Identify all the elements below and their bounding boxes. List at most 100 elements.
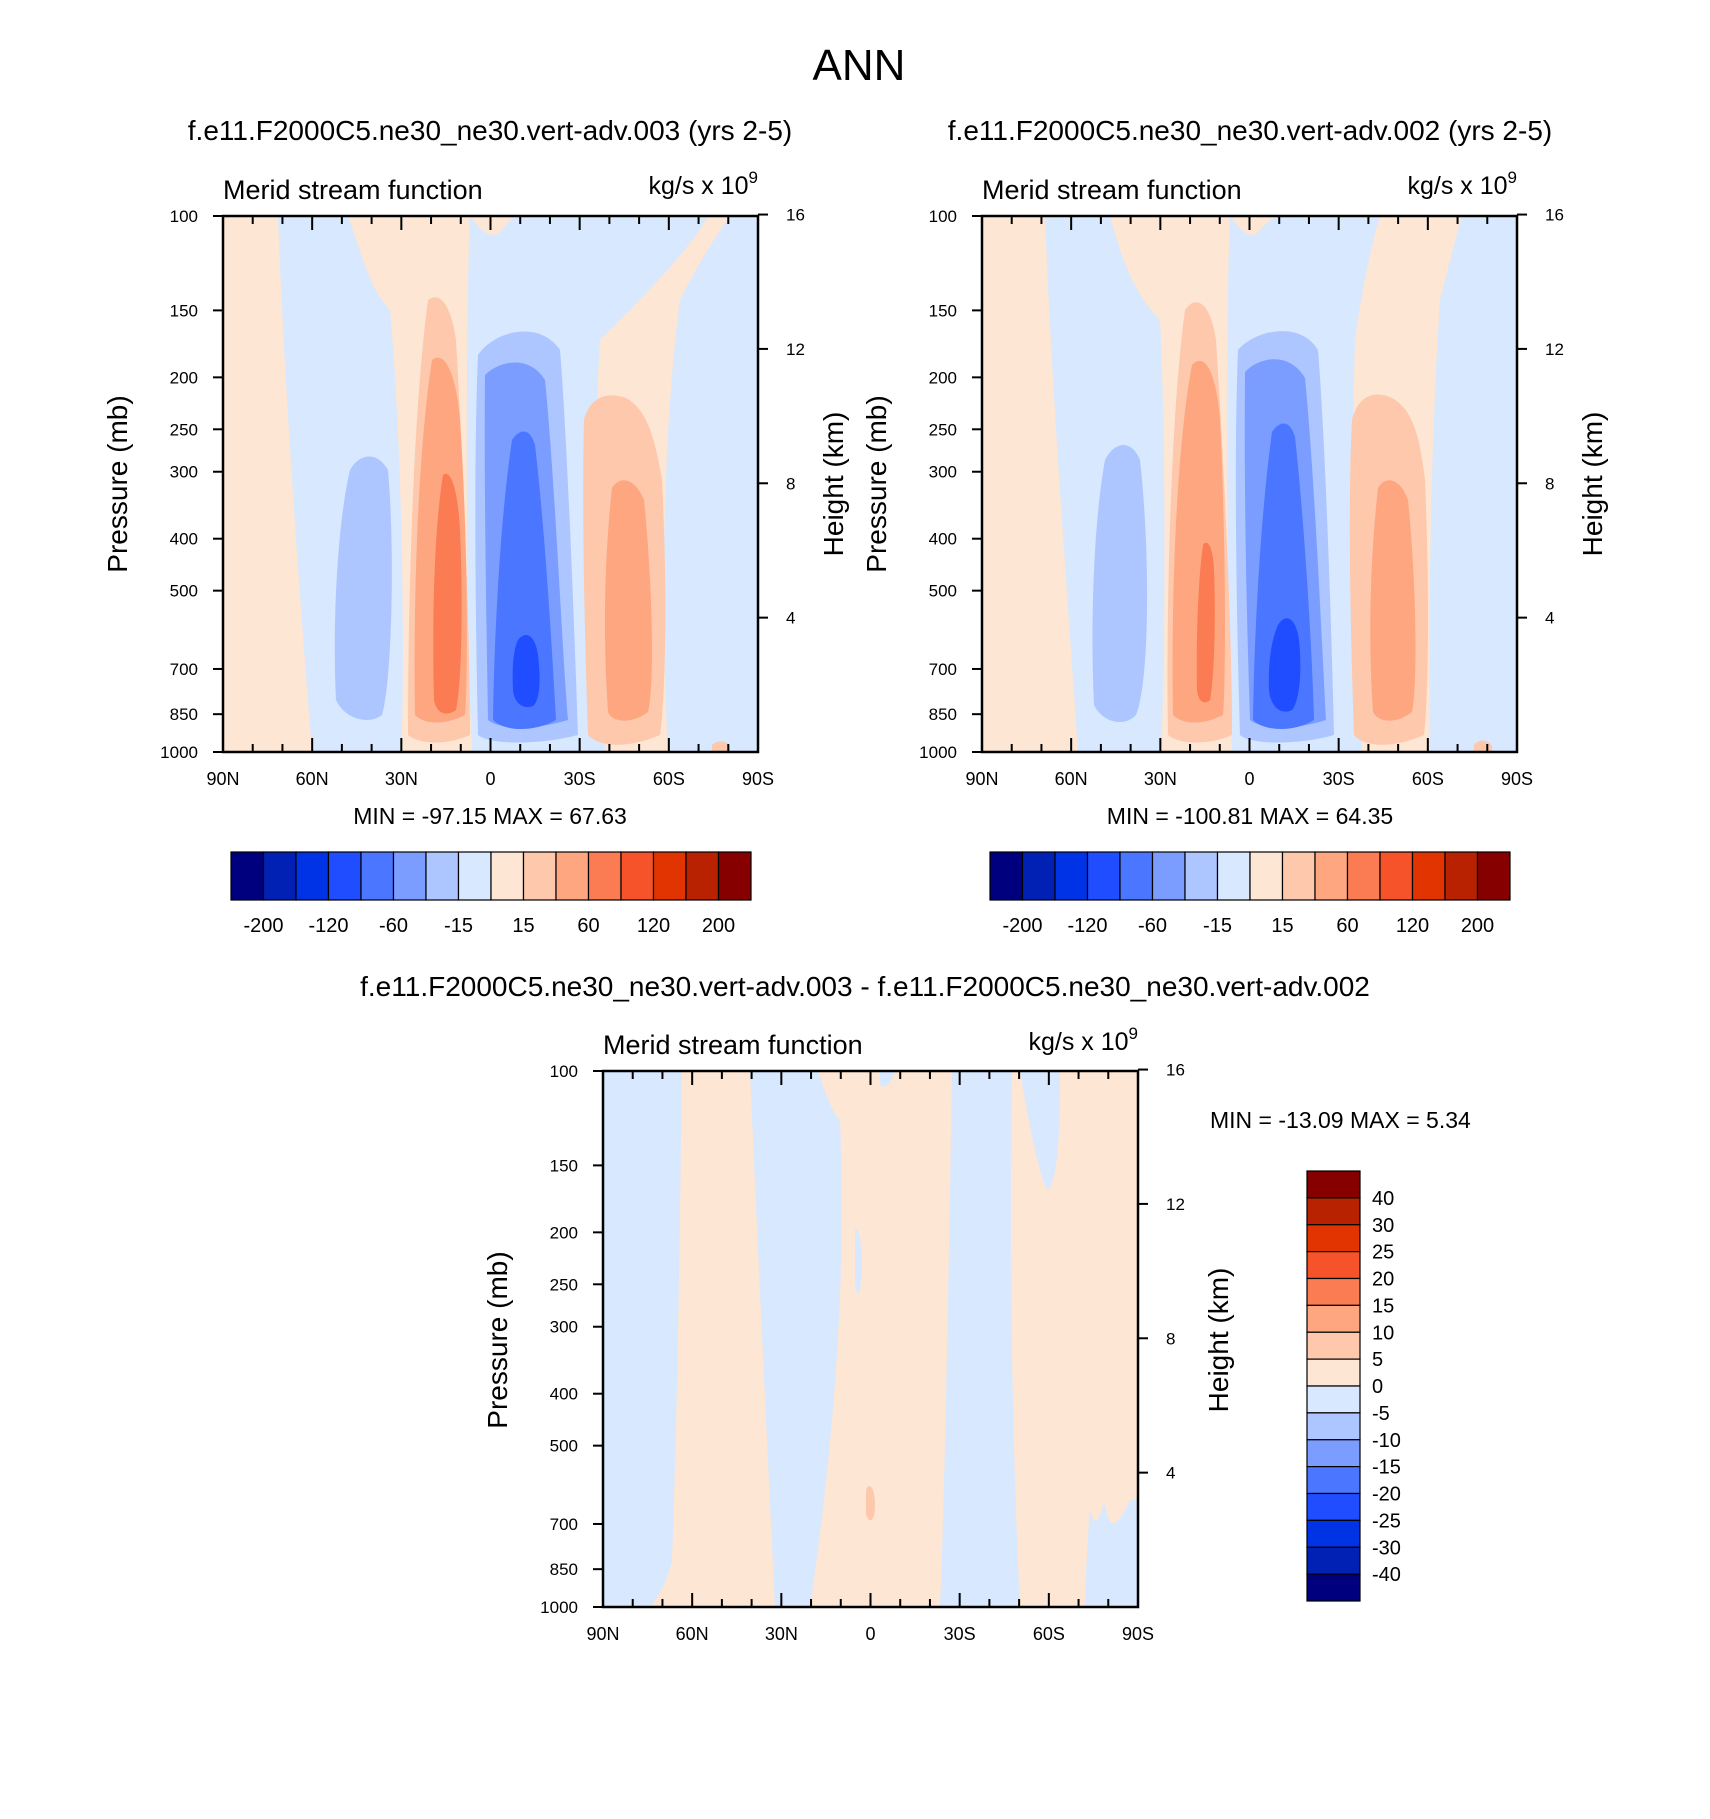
panel-diff-colorbar-label: -10 — [1372, 1430, 1401, 1452]
panel-diff-x-tick-label: 60N — [676, 1624, 709, 1644]
panel-diff-contour-neg-1 — [603, 1071, 682, 1607]
panel-2-colorbar-swatch — [1151, 851, 1186, 901]
panel-diff-y-tick-label: 1000 — [540, 1598, 578, 1617]
panel-1-colorbar: -200 -120 -60 -15 15 60 120 200 — [230, 851, 752, 937]
panel-2-y-ticks-right: 16 12 8 4 — [1517, 206, 1564, 628]
panel-1-y-tick-label: 250 — [170, 420, 198, 439]
panel-2-colorbar-swatch — [1379, 851, 1414, 901]
panel-diff-colorbar: 40 30 25 20 15 10 5 0 -5 -10 -15 -20 -25 -30 -40 — [1306, 1170, 1401, 1602]
panel-diff-x-tick-label: 90S — [1122, 1624, 1154, 1644]
panel-1-colorbar-label: 60 — [577, 915, 599, 937]
panel-1-y-tick-label: 300 — [170, 463, 198, 482]
panel-1-colorbar-swatch — [327, 851, 362, 901]
panel-diff-x-tick-label: 90N — [586, 1624, 619, 1644]
panel-1-colorbar-label: -200 — [243, 915, 283, 937]
panel-1-contour-pos-15-edge — [712, 741, 730, 752]
panel-1-y-ticks-right: 16 12 8 4 — [758, 206, 805, 628]
panel-2-contour-neg-200-core — [1268, 618, 1301, 712]
panel-diff-colorbar-label: 10 — [1372, 1322, 1394, 1344]
panel-1-colorbar-swatch — [522, 851, 557, 901]
panel-1-x-ticks: 90N 60N 30N 0 30S 60S 90S — [206, 216, 774, 789]
panel-2-contours — [982, 216, 1517, 752]
figure-title: ANN — [813, 41, 906, 90]
panel-1-colorbar-swatch — [392, 851, 427, 901]
panel-diff-contour-neg-4 — [940, 1071, 1020, 1607]
panel-diff-colorbar-label: 5 — [1372, 1349, 1383, 1371]
panel-1-colorbar-label: 200 — [702, 915, 735, 937]
panel-diff-colorbar-label: 40 — [1372, 1188, 1394, 1210]
panel-2-colorbar-swatch — [1411, 851, 1446, 901]
panel-1-y-label-right: Height (km) — [818, 412, 849, 557]
panel-2: f.e11.F2000C5.ne30_ne30.vert-adv.002 (yr… — [861, 115, 1608, 937]
panel-diff-colorbar-label: -30 — [1372, 1537, 1401, 1559]
panel-1-colorbar-swatch — [620, 851, 655, 901]
panel-2-y-right-tick-label: 12 — [1545, 340, 1564, 359]
panel-diff-contour-pos-1 — [866, 1485, 875, 1521]
panel-1-contour-neg-200-core — [512, 635, 540, 708]
panel-2-subtitle: Merid stream function — [982, 175, 1242, 205]
panel-2-contour-pos-60-south — [1370, 480, 1416, 721]
panel-2-y-label: Pressure (mb) — [861, 395, 892, 572]
panel-1-colorbar-swatch — [717, 851, 752, 901]
panel-diff-colorbar-label: 25 — [1372, 1242, 1394, 1264]
panel-2-y-tick-label: 400 — [929, 530, 957, 549]
panel-1-y-tick-label: 400 — [170, 530, 198, 549]
panel-2-colorbar: -200 -120 -60 -15 15 60 120 200 — [989, 851, 1511, 937]
panel-1-units-base: kg/s x 10 — [648, 172, 748, 200]
panel-diff-colorbar-label: -15 — [1372, 1457, 1401, 1479]
panel-1-y-right-tick-label: 16 — [786, 206, 805, 225]
panel-2-colorbar-label: 120 — [1396, 915, 1429, 937]
panel-1-x-tick-label: 60S — [653, 769, 685, 789]
panel-diff-colorbar-label: 15 — [1372, 1295, 1394, 1317]
panel-1-y-tick-label: 700 — [170, 660, 198, 679]
panel-diff-y-ticks-right: 16 12 8 4 — [1138, 1061, 1185, 1483]
panel-diff-contours — [603, 1071, 1138, 1607]
panel-diff-y-tick-label: 850 — [550, 1560, 578, 1579]
panel-diff-colorbar-swatch — [1306, 1224, 1361, 1253]
panel-1-y-ticks: 100 150 200 250 300 400 500 700 850 1000 — [160, 207, 223, 762]
panel-2-colorbar-label: 60 — [1336, 915, 1358, 937]
panel-diff-contour-neg-5 — [1020, 1071, 1060, 1190]
panel-1-colorbar-label: 15 — [512, 915, 534, 937]
panel-2-colorbar-swatch — [1184, 851, 1219, 901]
panel-2-colorbar-swatch — [1249, 851, 1284, 901]
panel-2-colorbar-swatch — [1119, 851, 1154, 901]
panel-1-x-tick-label: 0 — [485, 769, 495, 789]
panel-diff-contour-neg-6 — [1085, 1500, 1138, 1607]
panel-1-y-tick-label: 500 — [170, 582, 198, 601]
panel-2-cell-label: -100.81 — [1278, 651, 1282, 653]
panel-diff-y-label-right: Height (km) — [1203, 1268, 1234, 1413]
panel-diff-y-tick-label: 400 — [550, 1385, 578, 1404]
panel-diff-contour-neg-3 — [880, 1071, 895, 1087]
panel-2-y-tick-label: 500 — [929, 582, 957, 601]
panel-diff-colorbar-label: -5 — [1372, 1403, 1390, 1425]
panel-diff-colorbar-swatch — [1306, 1358, 1361, 1387]
panel-2-y-tick-label: 850 — [929, 705, 957, 724]
panel-1-colorbar-swatch — [262, 851, 297, 901]
panel-diff-colorbar-swatch — [1306, 1304, 1361, 1333]
panel-2-y-ticks: 100 150 200 250 300 400 500 700 850 1000 — [919, 207, 982, 762]
panel-diff-contour-neg-2 — [750, 1071, 842, 1607]
panel-1-colorbar-label: -60 — [379, 915, 408, 937]
panel-2-x-tick-label: 60N — [1055, 769, 1088, 789]
panel-1-x-tick-label: 30N — [385, 769, 418, 789]
panel-1-title: f.e11.F2000C5.ne30_ne30.vert-adv.003 (yr… — [188, 115, 792, 146]
panel-diff-y-tick-label: 250 — [550, 1275, 578, 1294]
panel-diff-x-tick-label: 30S — [944, 1624, 976, 1644]
panel-diff-colorbar-swatch — [1306, 1466, 1361, 1495]
panel-diff-colorbar-label: -20 — [1372, 1484, 1401, 1506]
panel-2-units: kg/s x 109 — [1407, 168, 1517, 200]
panel-diff-stats: MIN = -13.09 MAX = 5.34 — [1210, 1107, 1471, 1133]
panel-2-y-right-tick-label: 4 — [1545, 609, 1554, 628]
panel-1-y-right-tick-label: 8 — [786, 474, 795, 493]
panel-diff-colorbar-label: -40 — [1372, 1564, 1401, 1586]
panel-1-colorbar-label: -15 — [444, 915, 473, 937]
panel-1-contour-neg-200 — [493, 431, 556, 729]
panel-2-y-right-tick-label: 8 — [1545, 474, 1554, 493]
panel-diff-units-base: kg/s x 10 — [1028, 1028, 1128, 1056]
panel-diff-units: kg/s x 109 — [1028, 1024, 1138, 1056]
panel-1-x-tick-label: 90N — [206, 769, 239, 789]
panel-diff-y-right-tick-label: 8 — [1166, 1329, 1175, 1348]
panel-2-contour-neg-60-north — [1092, 445, 1148, 723]
panel-diff-colorbar-swatch — [1306, 1251, 1361, 1280]
